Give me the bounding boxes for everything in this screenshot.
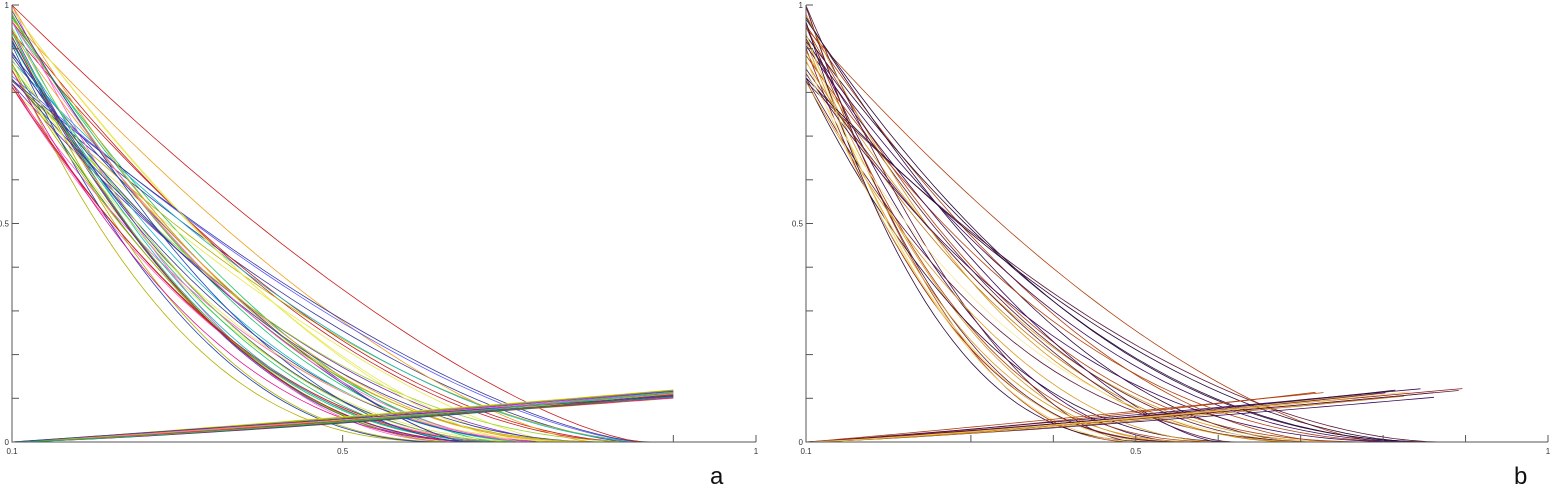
decreasing-curve (805, 77, 1423, 443)
increasing-curve (805, 388, 1463, 443)
decreasing-curve (805, 80, 1253, 443)
axes-frame-a (11, 5, 756, 443)
decreasing-curve (11, 21, 548, 443)
decreasing-curve (11, 86, 514, 443)
decreasing-curve (805, 73, 1421, 443)
decreasing-curve (805, 16, 1316, 443)
decreasing-curve (805, 77, 1362, 443)
decreasing-curve (805, 51, 1355, 443)
decreasing-curve (11, 4, 598, 443)
decreasing-curve (805, 21, 1174, 443)
decreasing-curve (11, 40, 492, 443)
y-tick-label: 0 (799, 438, 804, 447)
decreasing-curve (805, 68, 1234, 443)
increasing-curve (805, 392, 1324, 443)
decreasing-curve (805, 81, 1226, 443)
decreasing-curve (11, 69, 498, 443)
decreasing-curve (11, 21, 526, 443)
y-tick-label: 0 (5, 438, 10, 447)
y-tick-label: 1 (799, 1, 804, 10)
decreasing-curve (805, 27, 1387, 443)
decreasing-curve (11, 41, 526, 443)
decreasing-curve (805, 55, 1418, 443)
panel-label-b: b (1514, 463, 1527, 490)
y-tick-label: 1 (5, 1, 10, 10)
decreasing-curve (805, 38, 1321, 443)
decreasing-curve (11, 5, 460, 443)
decreasing-curve (11, 83, 509, 443)
increasing-curve (805, 395, 1405, 443)
x-tick-label: 0.1 (6, 447, 18, 456)
increasing-curve (805, 397, 1354, 443)
decreasing-curve (805, 26, 1195, 443)
decreasing-curve (11, 53, 468, 443)
decreasing-curve (805, 18, 1444, 443)
decreasing-curve (11, 9, 529, 443)
decreasing-curve (805, 71, 1366, 443)
decreasing-curve (11, 89, 561, 443)
decreasing-curve (805, 27, 1385, 443)
increasing-curve (805, 391, 1411, 443)
x-tick-label: 1 (1546, 447, 1551, 456)
decreasing-curve (805, 5, 1139, 443)
decreasing-curve (11, 83, 585, 443)
y-tick-label: 0.5 (792, 220, 804, 229)
increasing-curve (11, 395, 674, 443)
chart-panel-b: 0 0.5 1 0.1 0.5 1 b (792, 1, 1551, 490)
increasing-curve (11, 389, 674, 443)
curves-group-a (11, 4, 674, 443)
decreasing-curve (805, 40, 1429, 443)
decreasing-curve (11, 44, 449, 443)
x-tick-label: 0.1 (800, 447, 812, 456)
decreasing-curve (805, 5, 1140, 443)
decreasing-curve (11, 70, 455, 443)
decreasing-curve (11, 31, 574, 443)
y-tick-label: 0.5 (0, 220, 10, 229)
decreasing-curve (11, 69, 544, 443)
x-tick-label: 0.5 (1130, 447, 1142, 456)
decreasing-curve (11, 79, 645, 443)
decreasing-curve (11, 51, 565, 443)
decreasing-curve (11, 63, 456, 443)
increasing-curve (11, 392, 674, 443)
x-tick-label: 1 (754, 447, 759, 456)
decreasing-curve (805, 37, 1187, 443)
decreasing-curve (805, 41, 1218, 443)
decreasing-curve (11, 58, 608, 443)
panel-label-a: a (710, 463, 724, 490)
chart-panel-a: 0 0.5 1 0.1 0.5 1 a (0, 1, 759, 490)
decreasing-curve (11, 29, 487, 443)
curves-group-b (805, 5, 1463, 443)
decreasing-curve (11, 19, 595, 443)
decreasing-curve (805, 13, 1333, 443)
ticks-group-b: 0 0.5 1 0.1 0.5 1 (792, 1, 1551, 456)
decreasing-curve (11, 55, 610, 443)
axes-frame-b (805, 5, 1548, 443)
decreasing-curve (11, 86, 576, 443)
x-tick-label: 0.5 (337, 447, 349, 456)
decreasing-curve (11, 66, 653, 443)
decreasing-curve (805, 32, 1152, 443)
decreasing-curve (805, 35, 1437, 443)
decreasing-curve (11, 32, 525, 443)
ticks-group-a: 0 0.5 1 0.1 0.5 1 (0, 1, 759, 456)
decreasing-curve (11, 78, 467, 443)
decreasing-curve (805, 59, 1169, 443)
decreasing-curve (805, 24, 1342, 443)
decreasing-curve (11, 10, 475, 443)
decreasing-curve (11, 21, 635, 443)
decreasing-curve (805, 6, 1192, 443)
decreasing-curve (11, 27, 532, 443)
